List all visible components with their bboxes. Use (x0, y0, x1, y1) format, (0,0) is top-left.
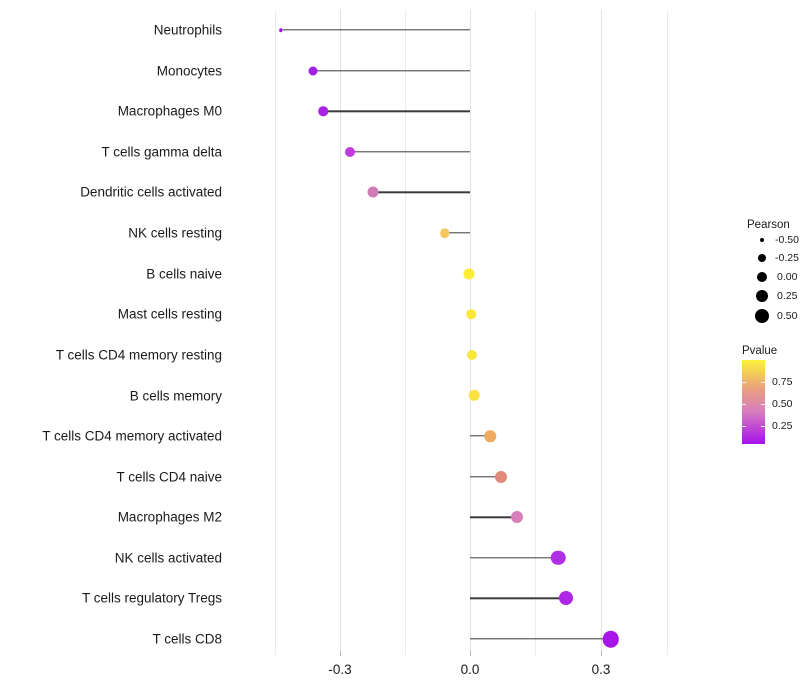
data-point-t-cells-cd8[interactable] (602, 630, 619, 648)
colorbar-label-025: 0.25 (772, 420, 793, 432)
colorbar-tick-2 (742, 426, 746, 427)
gridline-minor (535, 10, 536, 655)
data-point-macrophages-m2[interactable] (511, 511, 524, 524)
data-point-b-cells-naive[interactable] (463, 268, 475, 280)
colorbar-tick-2b (761, 426, 765, 427)
x-tick-label-neg03: -0.3 (328, 662, 352, 677)
gridline-major-zero (470, 10, 471, 655)
colorbar-tick-0b (761, 382, 765, 383)
y-axis-label-11: T cells CD4 naive (116, 469, 222, 485)
data-point-t-cells-regulatory-tregs[interactable] (559, 591, 574, 606)
data-point-nk-cells-activated[interactable] (551, 550, 566, 566)
data-point-neutrophils[interactable] (279, 28, 283, 32)
y-axis-label-8: T cells CD4 memory resting (55, 347, 222, 363)
legend-size-label-3: 0.25 (777, 290, 798, 302)
pvalue-colorbar (742, 360, 765, 444)
y-axis-label-0: Neutrophils (153, 22, 222, 38)
data-point-t-cells-cd4-memory-resting[interactable] (466, 349, 477, 360)
legend-size-label-2: 0.00 (777, 271, 798, 283)
y-axis-label-7: Mast cells resting (117, 306, 222, 322)
stem-line (470, 557, 559, 559)
x-tick-mark-pos03 (601, 651, 602, 656)
y-axis-label-4: Dendritic cells activated (80, 184, 222, 200)
stem-line (280, 29, 470, 31)
y-axis-label-3: T cells gamma delta (101, 144, 222, 160)
legend-size-dot-4 (755, 309, 769, 323)
data-point-b-cells-memory[interactable] (469, 390, 480, 401)
data-point-mast-cells-resting[interactable] (466, 309, 477, 319)
y-axis-label-5: NK cells resting (128, 225, 222, 241)
x-tick-mark-zero (470, 651, 471, 656)
stem-line (470, 435, 490, 437)
colorbar-tick-1b (761, 404, 765, 405)
stem-line (470, 516, 518, 518)
stem-line (373, 191, 470, 194)
legend-title-pvalue: Pvalue (742, 345, 778, 357)
stem-line (470, 638, 611, 640)
data-point-macrophages-m0[interactable] (318, 106, 329, 116)
y-axis-label-15: T cells CD8 (152, 631, 222, 647)
y-axis-label-14: T cells regulatory Tregs (81, 590, 222, 606)
legend-size-dot-2 (757, 272, 767, 282)
legend-size-dot-1 (758, 254, 766, 262)
data-point-dendritic-cells-activated[interactable] (367, 186, 379, 198)
x-tick-mark-neg03 (340, 651, 341, 656)
data-point-t-cells-gamma-delta[interactable] (344, 146, 355, 157)
gridline-minor (275, 10, 276, 655)
gridline-major-neg03 (340, 10, 341, 655)
stem-line (323, 110, 470, 112)
y-axis-label-2: Macrophages M0 (117, 103, 222, 119)
legend-title-pearson: Pearson (747, 219, 790, 231)
y-axis-label-6: B cells naive (146, 266, 222, 282)
colorbar-label-050: 0.50 (772, 398, 793, 410)
stem-line (470, 597, 567, 600)
data-point-monocytes[interactable] (308, 66, 318, 76)
x-tick-label-pos03: 0.3 (591, 662, 611, 677)
legend-size-label-1: -0.25 (775, 252, 799, 264)
gridline-minor (667, 10, 668, 655)
y-axis-label-1: Monocytes (156, 63, 222, 79)
y-axis-label-10: T cells CD4 memory activated (42, 428, 222, 444)
y-axis-label-12: Macrophages M2 (117, 509, 222, 525)
gridline-minor (405, 10, 406, 655)
colorbar-tick-0 (742, 382, 746, 383)
stem-line (349, 151, 470, 153)
data-point-t-cells-cd4-naive[interactable] (495, 470, 508, 483)
data-point-t-cells-cd4-memory-activated[interactable] (484, 430, 496, 442)
colorbar-label-075: 0.75 (772, 376, 793, 388)
stem-line (444, 232, 470, 234)
x-tick-label-zero: 0.0 (460, 662, 480, 677)
stem-line (470, 475, 502, 478)
legend-size-dot-3 (756, 290, 768, 302)
colorbar-tick-1 (742, 404, 746, 405)
gridline-major-pos03 (601, 10, 602, 655)
y-axis-label-9: B cells memory (129, 388, 222, 404)
legend-size-dot-0 (760, 238, 764, 242)
legend-size-label-0: -0.50 (775, 234, 799, 246)
stem-line (312, 69, 470, 72)
y-axis-label-13: NK cells activated (114, 550, 222, 566)
legend-size-label-4: 0.50 (777, 310, 798, 322)
data-point-nk-cells-resting[interactable] (440, 228, 450, 238)
